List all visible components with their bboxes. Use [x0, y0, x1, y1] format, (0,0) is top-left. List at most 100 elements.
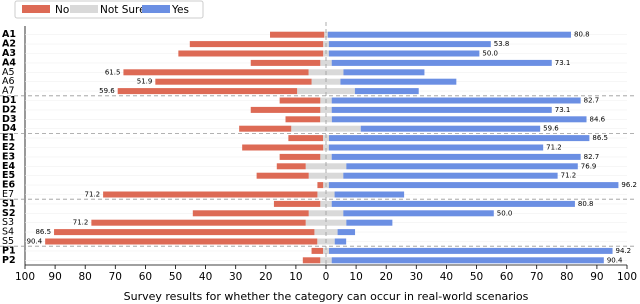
x-tick-label: 70 — [109, 271, 122, 283]
category-label: A7 — [2, 86, 15, 97]
bar-not-sure — [323, 144, 329, 151]
x-tick-label: 90 — [590, 271, 603, 283]
bar-yes — [328, 182, 619, 189]
legend-swatch — [22, 5, 50, 13]
category-label: P1 — [2, 245, 16, 256]
category-label: P2 — [2, 255, 16, 266]
bar-no — [189, 41, 324, 48]
category-label: E1 — [2, 133, 15, 144]
bar-yes — [343, 172, 558, 179]
category-label: E7 — [2, 189, 14, 200]
category-label: A5 — [2, 67, 15, 78]
x-tick-label: 100 — [617, 271, 637, 283]
bar-yes — [360, 125, 541, 132]
bar-yes — [328, 50, 480, 57]
bar-no — [256, 172, 309, 179]
bar-no — [285, 116, 321, 123]
bar-no — [317, 182, 324, 189]
bar-yes — [343, 210, 494, 217]
value-label: 90.4 — [27, 238, 43, 246]
value-label: 84.6 — [590, 115, 606, 123]
value-label: 59.6 — [99, 87, 115, 95]
bar-not-sure — [317, 191, 335, 198]
bar-yes — [346, 219, 393, 226]
value-label: 50.0 — [482, 50, 498, 58]
bar-not-sure — [297, 88, 355, 95]
x-tick-label: 90 — [48, 271, 61, 283]
bar-no — [242, 144, 324, 151]
bar-no — [311, 247, 323, 254]
legend-label: Not Sure — [100, 4, 146, 16]
bar-yes — [331, 116, 587, 123]
bar-yes — [334, 238, 347, 245]
value-label: 73.1 — [555, 106, 571, 114]
bar-not-sure — [322, 135, 330, 142]
category-label: D4 — [2, 123, 17, 134]
value-label: 80.8 — [578, 200, 594, 208]
x-tick-label: 80 — [560, 271, 573, 283]
value-label: 82.7 — [584, 97, 600, 105]
x-tick-label: 70 — [530, 271, 543, 283]
value-label: 71.2 — [546, 144, 562, 152]
bar-no — [91, 219, 306, 226]
bar-no — [178, 50, 324, 57]
x-tick-label: 30 — [229, 271, 242, 283]
x-tick-label: 40 — [199, 271, 212, 283]
bar-no — [250, 106, 321, 113]
bar-not-sure — [320, 59, 332, 66]
bar-not-sure — [305, 163, 347, 170]
bar-no — [279, 153, 321, 160]
bar-yes — [328, 41, 491, 48]
bar-yes — [328, 144, 544, 151]
category-label: D2 — [2, 104, 17, 115]
bar-yes — [329, 247, 613, 254]
category-label: E6 — [2, 180, 15, 191]
bar-not-sure — [308, 172, 344, 179]
bar-no — [279, 97, 321, 104]
x-tick-label: 10 — [289, 271, 302, 283]
x-tick-label: 20 — [380, 271, 393, 283]
category-label: E4 — [2, 161, 15, 172]
x-tick-label: 30 — [410, 271, 423, 283]
x-tick-label: 50 — [169, 271, 182, 283]
bar-yes — [331, 97, 581, 104]
legend-label: Yes — [171, 4, 189, 16]
value-label: 51.9 — [137, 78, 153, 86]
category-label: D1 — [2, 95, 17, 106]
bar-no — [270, 31, 325, 38]
value-label: 94.2 — [616, 247, 632, 255]
bar-yes — [331, 200, 575, 207]
bar-not-sure — [320, 116, 332, 123]
bar-no — [192, 210, 309, 217]
value-label: 73.1 — [555, 59, 571, 67]
x-tick-label: 40 — [440, 271, 453, 283]
bar-yes — [331, 257, 604, 264]
x-tick-label: 100 — [15, 271, 35, 283]
bar-yes — [327, 31, 572, 38]
x-tick-label: 20 — [259, 271, 272, 283]
value-label: 76.9 — [581, 162, 597, 170]
value-label: 50.0 — [497, 209, 513, 217]
category-label: A3 — [2, 48, 16, 59]
bar-no — [288, 135, 323, 142]
value-label: 71.2 — [85, 191, 101, 199]
value-label: 61.5 — [105, 68, 121, 76]
value-label: 59.6 — [543, 125, 559, 133]
x-tick-label: 60 — [139, 271, 152, 283]
category-label: E3 — [2, 151, 15, 162]
category-label: S2 — [2, 208, 15, 219]
bar-no — [239, 125, 292, 132]
category-label: D3 — [2, 114, 17, 125]
category-label: A6 — [2, 76, 15, 87]
bar-no — [117, 88, 298, 95]
bar-not-sure — [324, 31, 328, 38]
bar-yes — [331, 153, 581, 160]
x-axis-label: Survey results for whether the category … — [124, 290, 529, 303]
bar-yes — [354, 88, 419, 95]
bar-not-sure — [305, 219, 347, 226]
x-tick-label: 10 — [349, 271, 362, 283]
bar-not-sure — [322, 247, 330, 254]
category-label: S1 — [2, 198, 15, 209]
legend-swatch — [142, 5, 170, 13]
x-tick-label: 50 — [470, 271, 483, 283]
